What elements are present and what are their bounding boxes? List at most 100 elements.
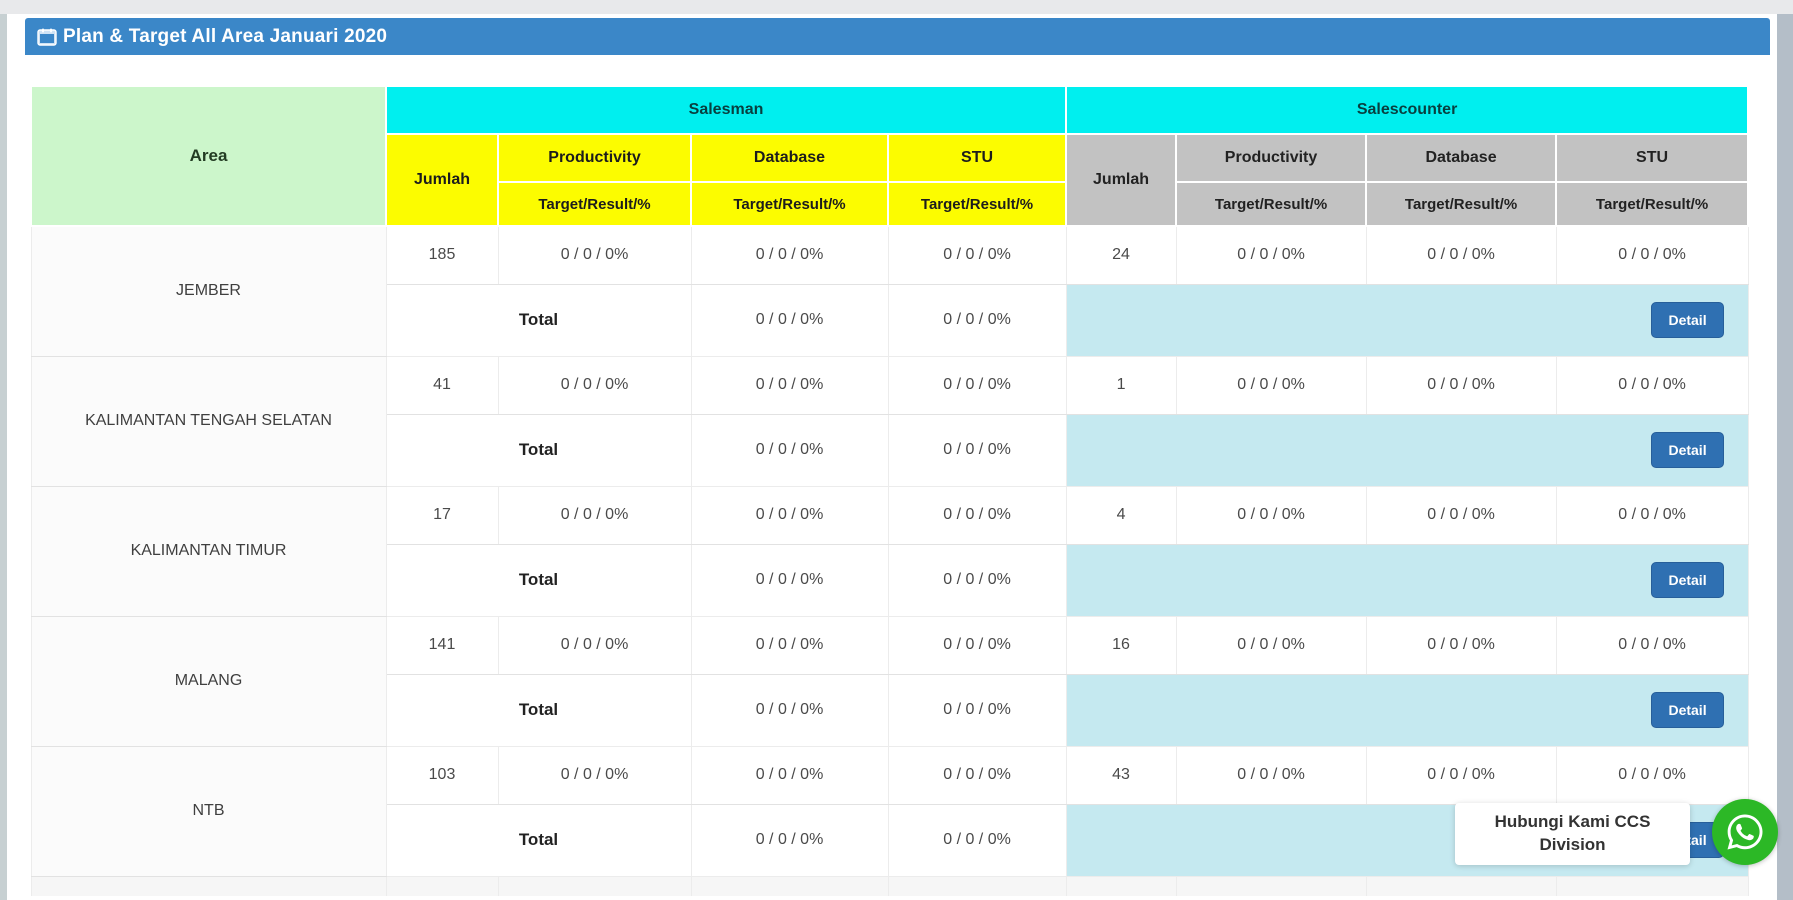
salesman-productivity-cell: 0 / 0 / 0% (497, 745, 692, 805)
salescounter-stu-cell: 0 / 0 / 0% (1555, 745, 1749, 805)
total-stu-cell: 0 / 0 / 0% (887, 673, 1067, 747)
area-name-cell: MALANG (30, 615, 387, 747)
table-total-row: Total 0 / 0 / 0% 0 / 0 / 0% Detail (31, 283, 1749, 357)
salescounter-jumlah-cell: 4 (1065, 485, 1177, 545)
table-cell (385, 875, 499, 896)
total-label-cell: Total (385, 543, 692, 617)
salescounter-jumlah-cell: 24 (1065, 225, 1177, 285)
salescounter-jumlah-header: Jumlah (1065, 133, 1178, 227)
table-row-partial (30, 875, 1749, 896)
salesman-productivity-cell: 0 / 0 / 0% (497, 355, 692, 415)
salescounter-jumlah-cell: 1 (1065, 355, 1177, 415)
salescounter-productivity-cell: 0 / 0 / 0% (1175, 485, 1367, 545)
total-database-cell: 0 / 0 / 0% (690, 543, 889, 617)
salescounter-database-cell: 0 / 0 / 0% (1365, 225, 1557, 285)
salesman-stu-subheader: Target/Result/% (886, 181, 1068, 227)
total-stu-cell: 0 / 0 / 0% (887, 543, 1067, 617)
area-name-cell: KALIMANTAN TENGAH SELATAN (30, 355, 387, 487)
salesman-productivity-cell: 0 / 0 / 0% (497, 225, 692, 285)
salescounter-database-cell: 0 / 0 / 0% (1365, 485, 1557, 545)
calendar-icon (37, 28, 57, 46)
salesman-productivity-header: Productivity (497, 133, 692, 183)
table-cell (887, 875, 1067, 896)
total-label-cell: Total (385, 673, 692, 747)
salesman-productivity-subheader: Target/Result/% (497, 181, 692, 227)
detail-button[interactable]: Detail (1651, 302, 1724, 338)
salesman-stu-cell: 0 / 0 / 0% (887, 745, 1067, 805)
table-cell (1175, 875, 1367, 896)
salesman-database-cell: 0 / 0 / 0% (690, 355, 889, 415)
total-stu-cell: 0 / 0 / 0% (887, 803, 1067, 877)
table-total-row: Total 0 / 0 / 0% 0 / 0 / 0% Detail (31, 413, 1749, 487)
area-name-cell: NTB (30, 745, 387, 877)
salescounter-database-cell: 0 / 0 / 0% (1365, 355, 1557, 415)
salescounter-productivity-cell: 0 / 0 / 0% (1175, 615, 1367, 675)
salescounter-productivity-cell: 0 / 0 / 0% (1175, 355, 1367, 415)
detail-button[interactable]: Detail (1651, 562, 1724, 598)
table-cell (30, 875, 387, 896)
salescounter-productivity-cell: 0 / 0 / 0% (1175, 225, 1367, 285)
salesman-database-cell: 0 / 0 / 0% (690, 615, 889, 675)
area-name-cell: KALIMANTAN TIMUR (30, 485, 387, 617)
salescounter-stu-cell: 0 / 0 / 0% (1555, 225, 1749, 285)
whatsapp-button[interactable] (1712, 799, 1778, 865)
salesman-productivity-cell: 0 / 0 / 0% (497, 615, 692, 675)
table-cell (1065, 875, 1177, 896)
table-cell (497, 875, 692, 896)
salescounter-productivity-header: Productivity (1175, 133, 1368, 183)
area-name-cell: JEMBER (30, 225, 387, 357)
page-left-strip (0, 14, 7, 900)
salesman-database-cell: 0 / 0 / 0% (690, 485, 889, 545)
salesman-database-header: Database (690, 133, 889, 183)
salesman-jumlah-cell: 103 (385, 745, 499, 805)
salesman-jumlah-cell: 17 (385, 485, 499, 545)
detail-cell: Detail (1065, 673, 1749, 747)
salesman-jumlah-cell: 41 (385, 355, 499, 415)
salescounter-jumlah-cell: 43 (1065, 745, 1177, 805)
detail-button[interactable]: Detail (1651, 692, 1724, 728)
panel-header: Plan & Target All Area Januari 2020 (25, 18, 1770, 55)
table-row: NTB 103 0 / 0 / 0% 0 / 0 / 0% 0 / 0 / 0%… (30, 745, 1749, 877)
salesman-stu-header: STU (886, 133, 1068, 183)
salescounter-database-cell: 0 / 0 / 0% (1365, 745, 1557, 805)
detail-cell: Detail (1065, 283, 1749, 357)
total-database-cell: 0 / 0 / 0% (690, 283, 889, 357)
salescounter-database-cell: 0 / 0 / 0% (1365, 615, 1557, 675)
table-row: MALANG 141 0 / 0 / 0% 0 / 0 / 0% 0 / 0 /… (30, 615, 1749, 747)
salescounter-database-header: Database (1365, 133, 1558, 183)
total-stu-cell: 0 / 0 / 0% (887, 413, 1067, 487)
salesman-jumlah-cell: 185 (385, 225, 499, 285)
salescounter-productivity-cell: 0 / 0 / 0% (1175, 745, 1367, 805)
whatsapp-icon (1725, 812, 1765, 852)
salescounter-database-subheader: Target/Result/% (1365, 181, 1558, 227)
detail-cell: Detail (1065, 543, 1749, 617)
detail-button[interactable]: Detail (1651, 432, 1724, 468)
detail-cell: Detail (1065, 413, 1749, 487)
salesman-jumlah-cell: 141 (385, 615, 499, 675)
report-panel: Plan & Target All Area Januari 2020 Area… (25, 18, 1770, 900)
salesman-stu-cell: 0 / 0 / 0% (887, 485, 1067, 545)
salesman-database-cell: 0 / 0 / 0% (690, 225, 889, 285)
page-title: Plan & Target All Area Januari 2020 (63, 25, 388, 47)
salescounter-productivity-subheader: Target/Result/% (1175, 181, 1368, 227)
salesman-stu-cell: 0 / 0 / 0% (887, 355, 1067, 415)
salescounter-stu-cell: 0 / 0 / 0% (1555, 355, 1749, 415)
total-database-cell: 0 / 0 / 0% (690, 413, 889, 487)
total-label-cell: Total (385, 803, 692, 877)
table-row: JEMBER 185 0 / 0 / 0% 0 / 0 / 0% 0 / 0 /… (30, 225, 1749, 357)
salescounter-stu-cell: 0 / 0 / 0% (1555, 615, 1749, 675)
total-database-cell: 0 / 0 / 0% (690, 673, 889, 747)
table-row: KALIMANTAN TIMUR 17 0 / 0 / 0% 0 / 0 / 0… (30, 485, 1749, 617)
area-column-header: Area (30, 85, 387, 227)
salesman-stu-cell: 0 / 0 / 0% (887, 615, 1067, 675)
total-label-cell: Total (385, 283, 692, 357)
total-database-cell: 0 / 0 / 0% (690, 803, 889, 877)
page-right-strip (1777, 14, 1793, 900)
total-label-cell: Total (385, 413, 692, 487)
table-cell (1365, 875, 1557, 896)
contact-tooltip-text: Hubungi Kami CCS Division (1494, 812, 1651, 854)
total-stu-cell: 0 / 0 / 0% (887, 283, 1067, 357)
table-cell (690, 875, 889, 896)
salescounter-group-header: Salescounter (1065, 85, 1750, 135)
table-total-row: Total 0 / 0 / 0% 0 / 0 / 0% Detail (31, 673, 1749, 747)
